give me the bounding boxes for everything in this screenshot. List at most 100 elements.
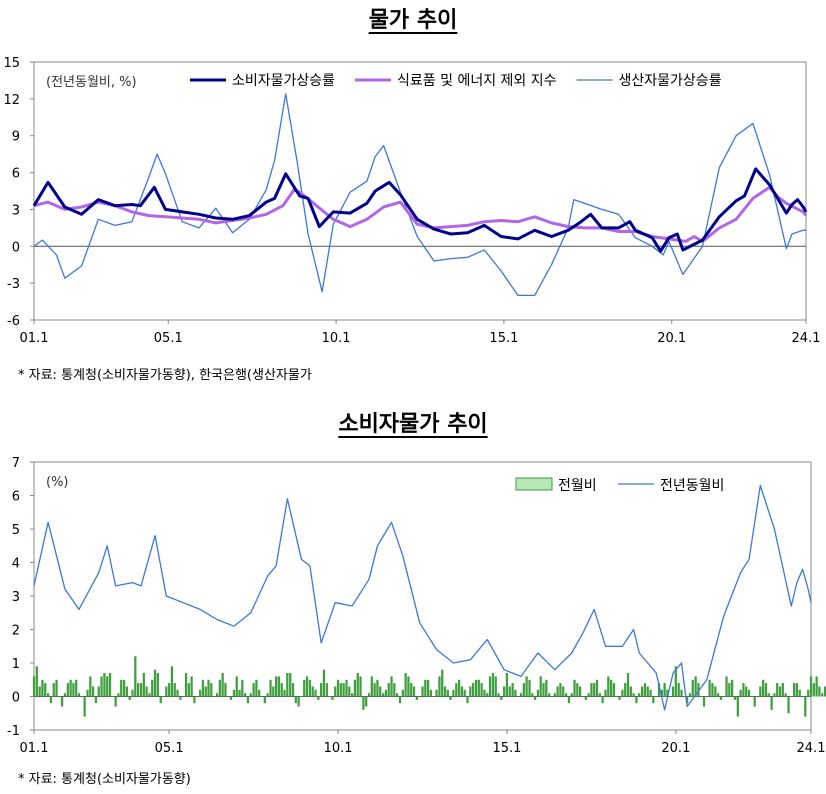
mom-bar [443,686,447,697]
mom-bar [139,683,143,697]
mom-bar [128,696,131,700]
mom-bar [638,693,641,697]
mom-bar [94,696,98,704]
y-tick-label: 4 [12,557,20,572]
mom-bar [162,696,165,697]
mom-bar [697,683,700,697]
x-tick-label: 20.1 [661,741,690,756]
mom-bar [505,673,509,697]
mom-bar [494,676,497,697]
mom-bar [41,679,44,697]
mom-bar [334,686,337,697]
mom-bar [542,683,545,697]
mom-bar [297,696,300,707]
mom-bar [373,683,376,697]
mom-bar [570,693,573,697]
mom-bar [100,676,103,697]
mom-bar [280,683,283,697]
mom-bar [123,679,126,697]
mom-bar [632,693,635,697]
mom-bar [286,673,289,697]
mom-bar [762,679,765,697]
legend-label: 전월비 [558,478,597,494]
mom-bar [283,689,286,697]
mom-bar [787,696,790,714]
mom-bar [398,696,402,704]
mom-bar [469,686,472,697]
mom-bar [778,686,782,697]
mom-bar [421,686,424,697]
mom-bar [75,679,78,697]
mom-bar [263,696,266,704]
mom-bar [190,676,193,697]
mom-bar [213,696,216,697]
mom-bar [446,689,449,697]
mom-bar [69,679,72,697]
y-tick-label: 6 [12,490,20,505]
x-tick-label: 10.1 [324,741,353,756]
mom-bar [562,686,565,697]
mom-bar [114,696,117,707]
mom-bar [351,693,354,697]
unit-label: (전년동월비, %) [46,75,137,90]
mom-bar [83,696,86,717]
y-tick-label: -3 [7,277,20,292]
mom-bar [294,696,297,704]
mom-bar [407,676,410,697]
mom-bar [80,696,83,697]
mom-bar [739,689,742,697]
mom-bar [404,673,407,697]
mom-bar [531,693,534,697]
mom-bar [308,679,312,697]
mom-bar [342,683,345,697]
x-tick-label: 20.1 [657,331,686,346]
legend-label: 전년동월비 [660,478,724,494]
mom-bar [610,679,613,697]
mom-bar [277,676,281,697]
mom-bar [410,683,413,697]
mom-bar [131,689,134,697]
mom-bar [151,679,154,697]
mom-bar [717,693,720,697]
mom-bar [291,683,295,697]
mom-bar [525,676,528,697]
mom-bar [376,679,379,697]
mom-bar [336,679,340,697]
unit-label: (%) [46,475,69,490]
x-tick-label: 24.1 [792,331,821,346]
mom-bar [807,689,810,697]
legend-label: 식료품 및 에너지 제외 지수 [397,73,557,89]
mom-bar [595,679,599,697]
mom-bar [215,693,219,697]
mom-bar [809,676,813,697]
mom-bar [626,673,630,697]
mom-bar [435,689,438,697]
mom-bar [528,679,531,697]
mom-bar [624,683,627,697]
mom-bar [539,676,542,697]
mom-bar [311,686,314,697]
mom-bar [590,683,593,697]
mom-bar [815,676,818,697]
mom-bar [466,696,469,704]
mom-bar [497,693,500,697]
mom-bar [691,679,694,697]
mom-bar [643,683,647,697]
mom-bar [201,679,205,697]
mom-bar [612,683,616,697]
mom-bar [235,676,238,697]
mom-bar [745,686,748,697]
mom-bar [196,696,199,697]
mom-bar [229,696,233,700]
mom-bar [601,696,604,704]
cpi-trend-chart: 7 6 5 4 3 2 1 0 -101.1 05.1 10.1 15.1 20.1 24.1 (%) 전월비… [7,456,826,756]
mom-bar [534,696,537,700]
mom-bar [255,679,258,697]
mom-bar [120,679,123,697]
mom-bar [449,696,452,700]
mom-bar [550,696,554,697]
mom-bar [148,693,151,697]
mom-bar [818,686,821,697]
mom-bar [753,696,756,707]
mom-bar [438,676,441,697]
